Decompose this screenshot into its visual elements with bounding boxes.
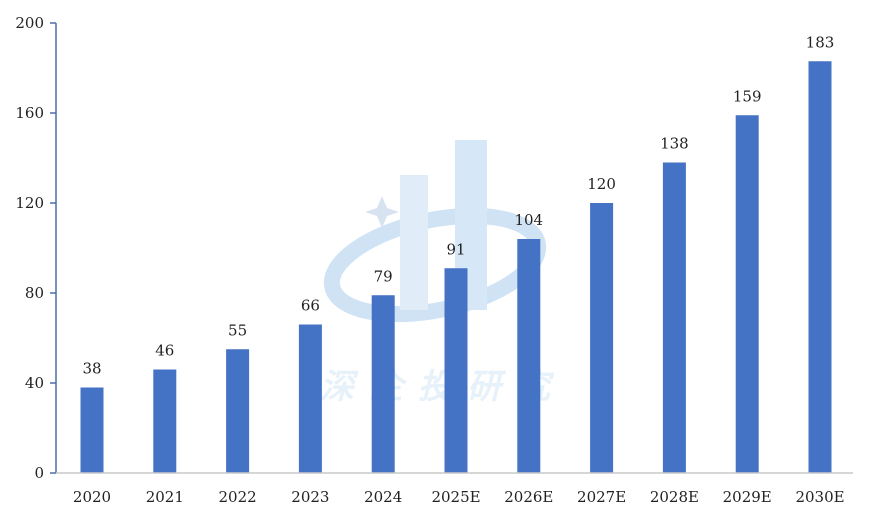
watermark-pillar-left	[400, 175, 428, 310]
data-label: 91	[446, 240, 465, 258]
data-label: 79	[374, 267, 393, 285]
data-label: 38	[82, 360, 101, 378]
data-label: 120	[587, 175, 616, 193]
y-tick-label: 0	[34, 464, 44, 482]
bar	[371, 295, 395, 473]
data-label: 55	[228, 321, 247, 339]
x-tick-label: 2022	[219, 488, 257, 506]
x-tick-label: 2027E	[577, 488, 626, 506]
y-tick-label: 40	[25, 374, 44, 392]
x-tick-label: 2024	[364, 488, 402, 506]
x-tick-label: 2021	[146, 488, 184, 506]
x-tick-label: 2029E	[723, 488, 772, 506]
watermark-ring	[323, 207, 547, 323]
bar	[590, 203, 614, 473]
x-tick-label: 2030E	[795, 488, 844, 506]
x-tick-labels: 2020 2021 2022 2023 2024 2025E 2026E 2027E 2028E…	[73, 488, 845, 506]
data-labels: 38 46 55 66 79 91 104 120 138 159 183	[82, 33, 834, 377]
data-label: 159	[733, 87, 762, 105]
x-tick-label: 2020	[73, 488, 111, 506]
data-label: 183	[806, 33, 835, 51]
bar	[808, 61, 832, 473]
x-tick-label: 2028E	[650, 488, 699, 506]
data-label: 104	[514, 211, 543, 229]
x-tick-label: 2023	[291, 488, 329, 506]
data-label: 46	[155, 342, 174, 360]
y-tick-label: 80	[25, 284, 44, 302]
bars	[80, 61, 832, 473]
bar	[444, 268, 468, 473]
y-tick-labels: 0 40 80 120 160 200	[15, 14, 44, 482]
bar	[662, 162, 686, 473]
watermark-star-icon	[365, 196, 399, 228]
data-label: 138	[660, 135, 689, 153]
y-tick-label: 160	[15, 104, 44, 122]
data-label: 66	[301, 297, 320, 315]
y-axis	[50, 22, 57, 474]
bar	[153, 369, 177, 473]
x-tick-label: 2025E	[431, 488, 480, 506]
bar	[298, 324, 322, 473]
y-tick-label: 120	[15, 194, 44, 212]
x-tick-label: 2026E	[504, 488, 553, 506]
bar	[226, 349, 250, 473]
bar	[735, 115, 759, 473]
y-tick-label: 200	[15, 14, 44, 32]
bar	[80, 387, 104, 473]
bar	[517, 239, 541, 473]
